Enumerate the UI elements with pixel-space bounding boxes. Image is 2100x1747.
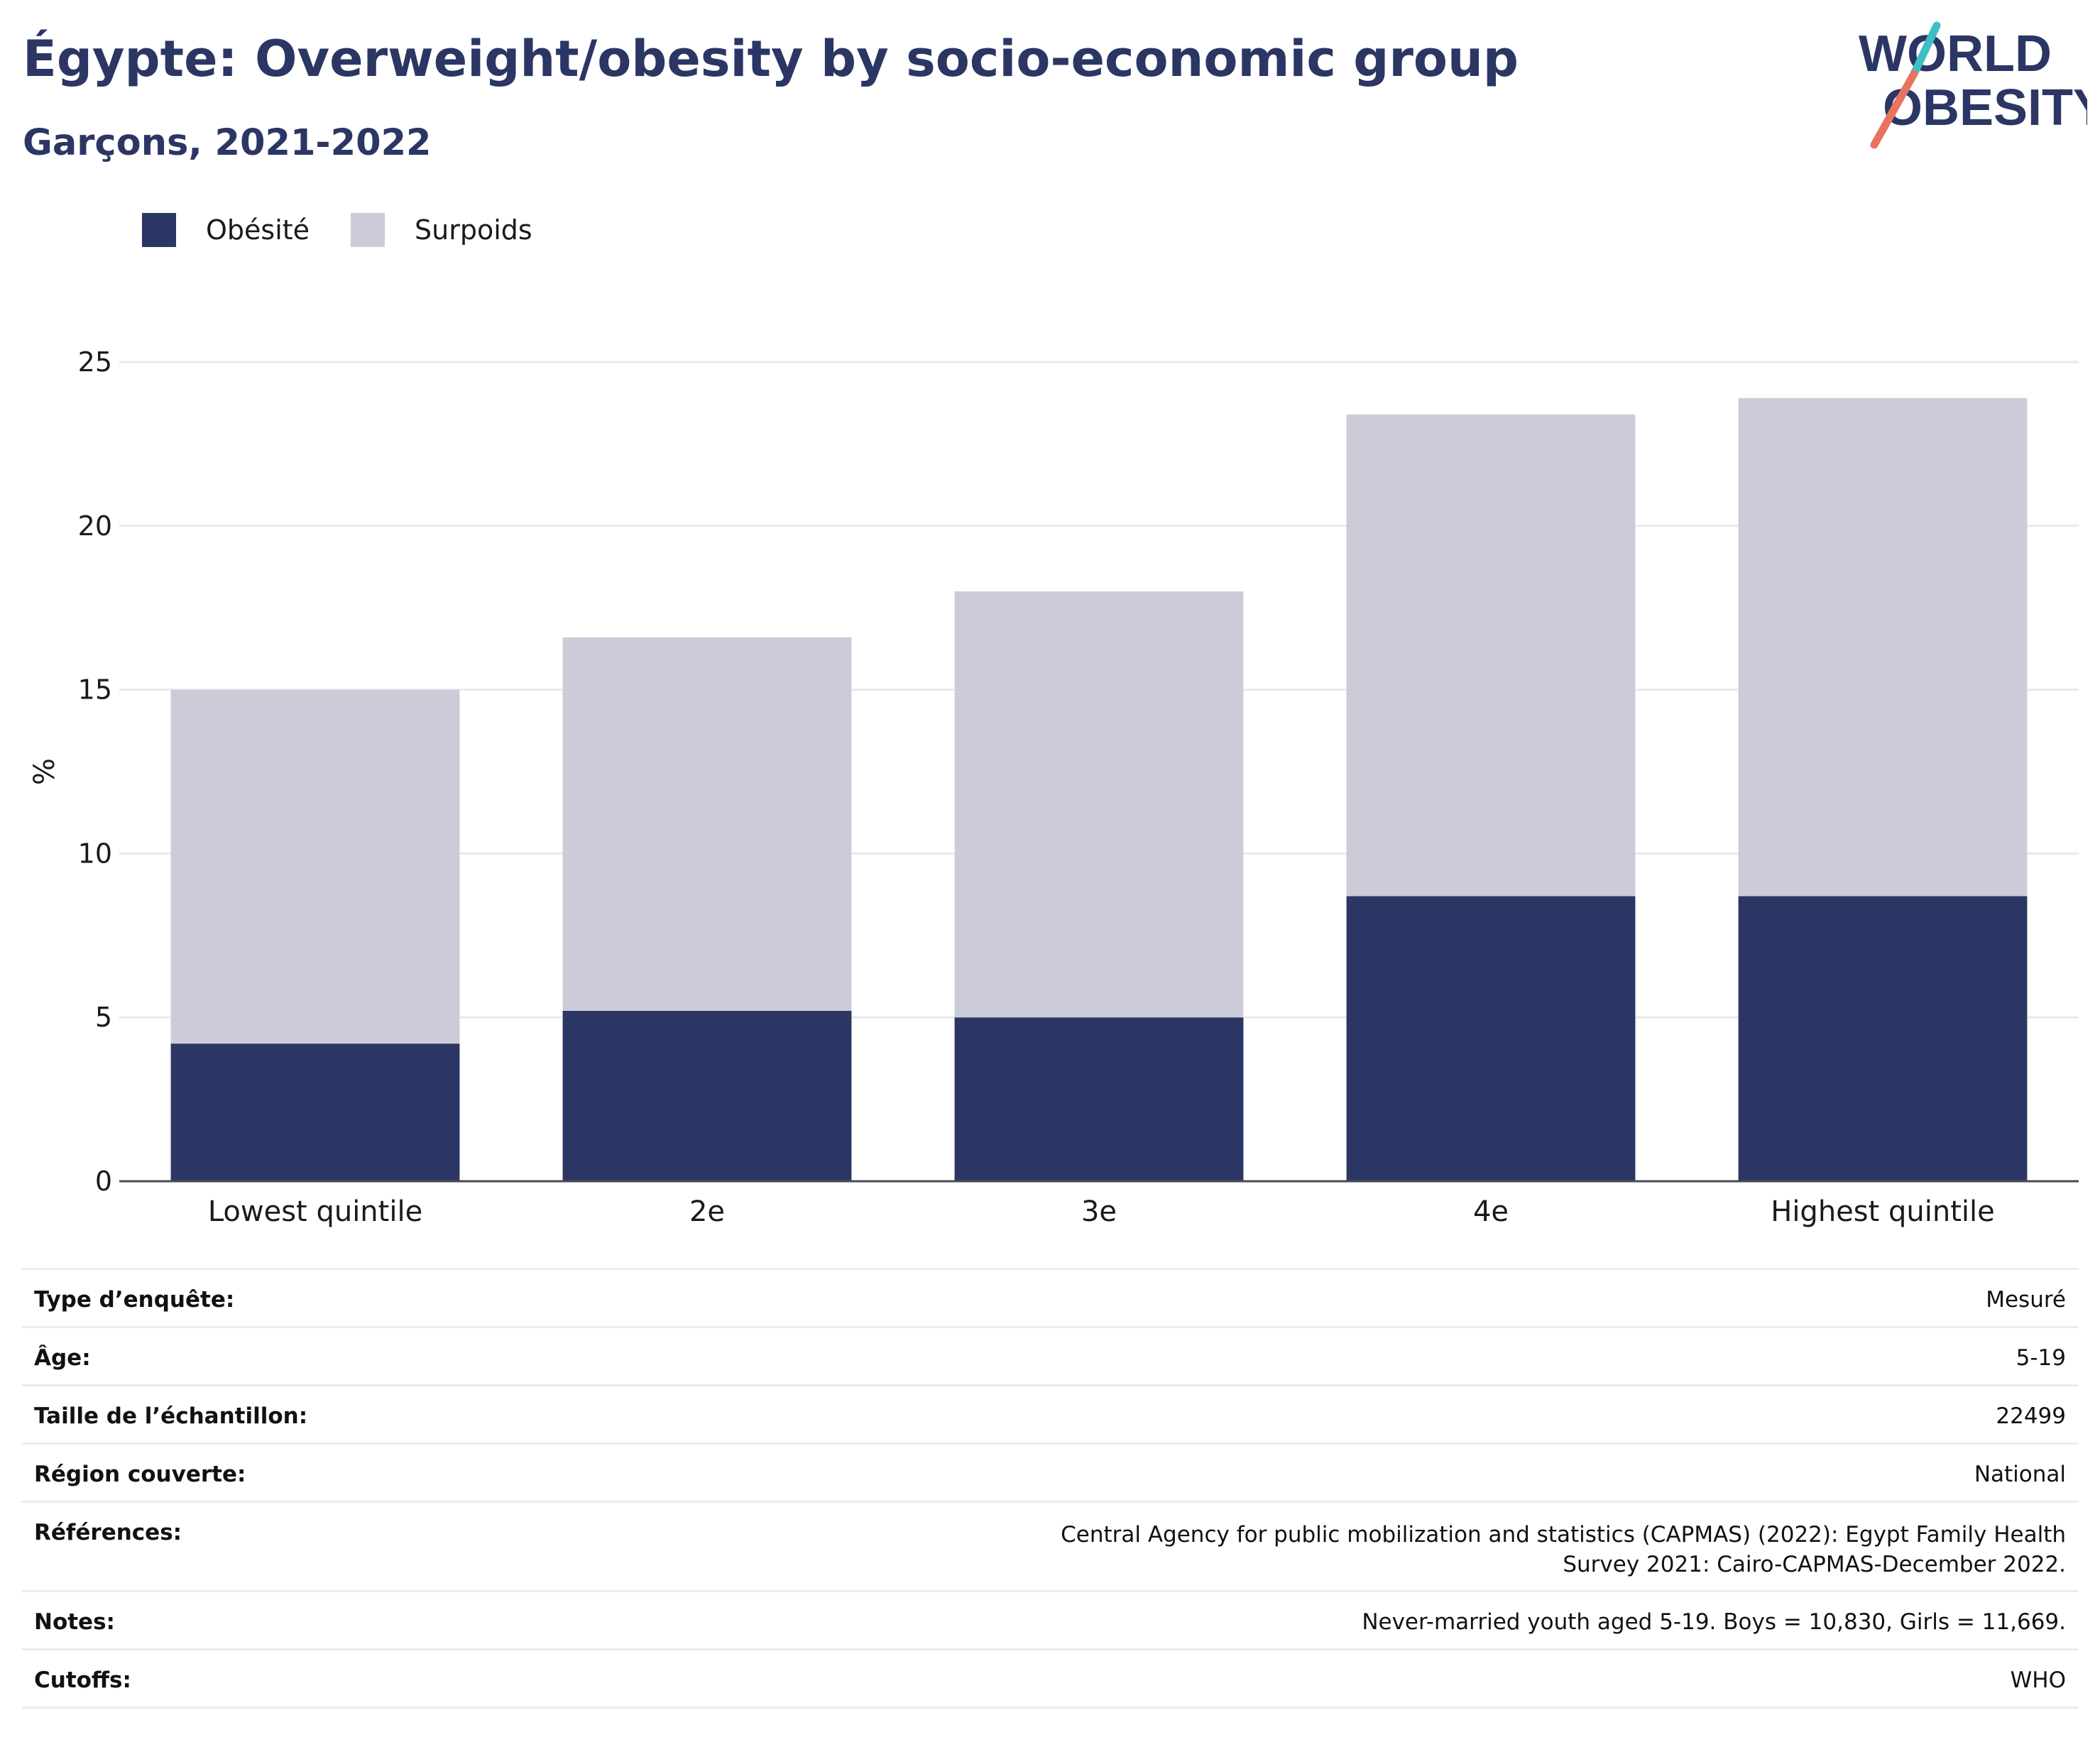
- bar-overweight: [954, 591, 1244, 1018]
- x-tick-label: Highest quintile: [1771, 1195, 1995, 1228]
- info-label: Région couverte:: [21, 1442, 544, 1502]
- bar-overweight: [1738, 398, 2028, 897]
- logo-text-world: WORLD: [1859, 26, 2052, 82]
- y-tick-label: 25: [78, 346, 112, 378]
- info-value: National: [544, 1442, 2079, 1502]
- bar-overweight: [562, 637, 852, 1011]
- x-tick-label: 4e: [1473, 1195, 1509, 1228]
- info-row-region: Région couverte: National: [21, 1442, 2079, 1502]
- info-row-survey-type: Type d’enquête: Mesuré: [21, 1268, 2079, 1327]
- chart-legend: Obésité Surpoids: [142, 210, 574, 250]
- legend-label-obesity: Obésité: [206, 214, 310, 246]
- info-label: Âge:: [21, 1326, 544, 1386]
- info-label: Références:: [21, 1501, 544, 1592]
- chart-title: Égypte: Overweight/obesity by socio-econ…: [23, 30, 1519, 88]
- logo-text-obesity: OBESITY: [1883, 80, 2087, 136]
- info-value: Never-married youth aged 5-19. Boys = 10…: [544, 1590, 2079, 1650]
- info-value: 5-19: [544, 1326, 2079, 1386]
- info-row-notes: Notes: Never-married youth aged 5-19. Bo…: [21, 1590, 2079, 1650]
- info-row-sample-size: Taille de l’échantillon: 22499: [21, 1384, 2079, 1444]
- legend-item-obesity[interactable]: Obésité: [142, 213, 310, 247]
- bar-overweight: [170, 689, 460, 1044]
- bar-obesity: [954, 1017, 1244, 1181]
- y-axis-label: %: [28, 758, 61, 785]
- info-label: Cutoffs:: [21, 1648, 544, 1709]
- info-value: Central Agency for public mobilization a…: [544, 1501, 2079, 1592]
- bar-obesity: [1346, 896, 1636, 1181]
- logo-slash-coral: [1870, 70, 1918, 149]
- y-tick-label: 15: [78, 674, 112, 706]
- x-tick-label: 2e: [689, 1195, 725, 1228]
- info-value: 22499: [544, 1384, 2079, 1444]
- survey-info-table: Type d’enquête: Mesuré Âge: 5-19 Taille …: [21, 1268, 2079, 1709]
- stacked-bar-chart: 0 5 10 15 20 25% Lowest quintile 2e 3e 4e Highest …: [28, 346, 2079, 1228]
- info-value: Mesuré: [544, 1268, 2079, 1327]
- info-value: WHO: [544, 1648, 2079, 1709]
- bar-obesity: [1738, 896, 2028, 1181]
- x-tick-label: 3e: [1081, 1195, 1117, 1228]
- legend-item-overweight[interactable]: Surpoids: [351, 213, 532, 247]
- world-obesity-logo: WORLD OBESITY: [1859, 21, 2087, 149]
- legend-swatch-overweight: [351, 213, 385, 247]
- y-tick-label: 5: [95, 1002, 112, 1033]
- info-row-cutoffs: Cutoffs: WHO: [21, 1648, 2079, 1709]
- y-tick-label: 10: [78, 838, 112, 869]
- info-row-references: Références: Central Agency for public mo…: [21, 1501, 2079, 1592]
- bar-obesity: [562, 1010, 852, 1181]
- chart-subtitle: Garçons, 2021-2022: [23, 122, 432, 164]
- x-tick-label: Lowest quintile: [208, 1195, 422, 1228]
- info-label: Notes:: [21, 1590, 544, 1650]
- legend-swatch-obesity: [142, 213, 176, 247]
- info-label: Type d’enquête:: [21, 1268, 544, 1327]
- info-label: Taille de l’échantillon:: [21, 1384, 544, 1444]
- bar-overweight: [1346, 414, 1636, 897]
- info-row-age: Âge: 5-19: [21, 1326, 2079, 1386]
- y-tick-label: 0: [95, 1166, 112, 1197]
- legend-label-overweight: Surpoids: [415, 214, 532, 246]
- logo-slash-teal: [1910, 21, 1941, 78]
- bar-obesity: [170, 1044, 460, 1181]
- y-tick-label: 20: [78, 510, 112, 542]
